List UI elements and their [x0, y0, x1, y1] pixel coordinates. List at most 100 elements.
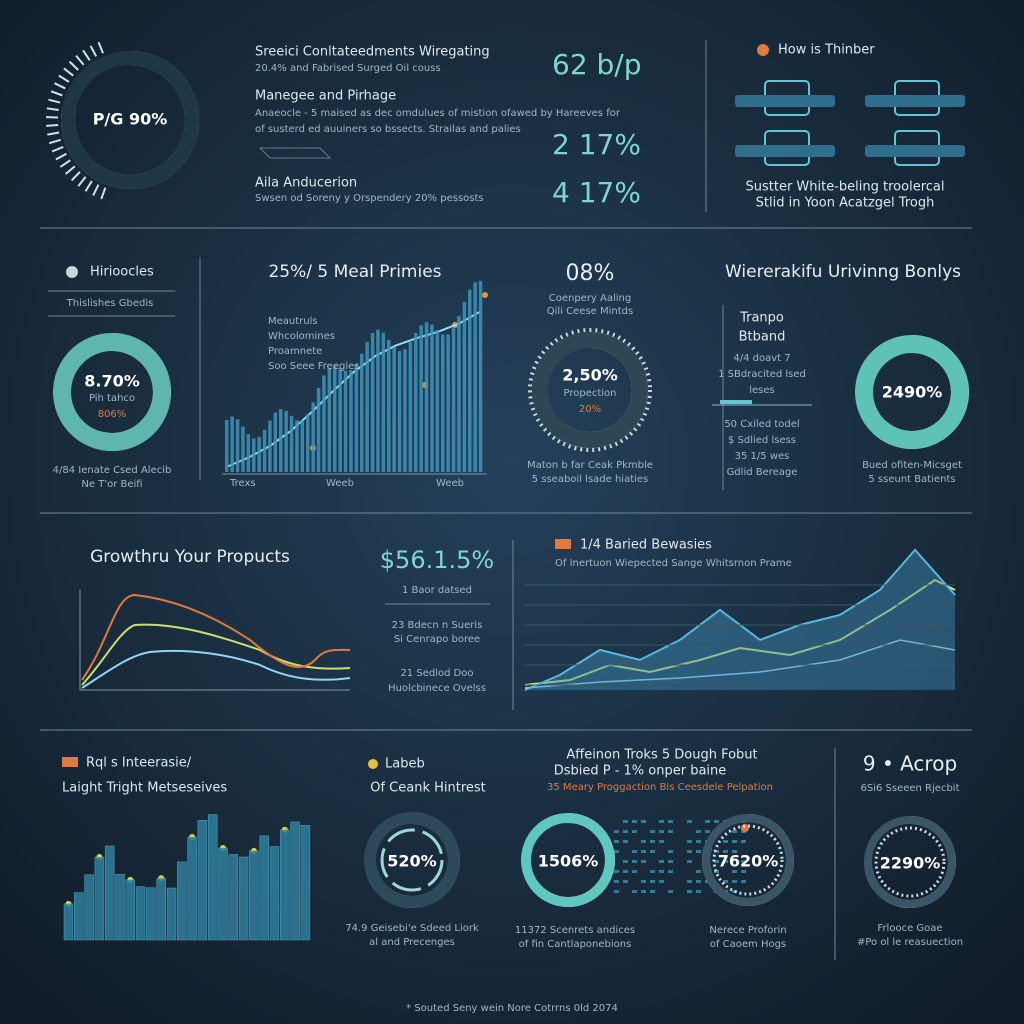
- bar: [403, 349, 407, 472]
- donut-label: 7620%: [718, 852, 779, 871]
- donut-track: [364, 812, 460, 908]
- title: Rql s Inteerasie/: [86, 756, 192, 771]
- pattern: [641, 850, 646, 853]
- bar: [284, 410, 288, 472]
- title: 9 • Acrop: [863, 752, 957, 776]
- pattern: [696, 830, 701, 833]
- pattern: [732, 830, 737, 833]
- bar: [135, 886, 146, 941]
- marker: [482, 292, 488, 298]
- bar: [370, 333, 375, 472]
- caption: 5 sseaboil lsade hiaties: [532, 474, 649, 485]
- bar: [228, 854, 239, 941]
- pattern: [741, 840, 746, 843]
- bar: [290, 821, 300, 941]
- bar: [300, 825, 311, 941]
- bar: [478, 280, 483, 472]
- pattern: [623, 840, 628, 843]
- pattern: [668, 830, 673, 833]
- pattern: [632, 870, 637, 873]
- bar: [252, 438, 256, 472]
- stat: $56.1.5%: [380, 546, 494, 574]
- title: 25%/ 5 Meal Primies: [268, 262, 441, 282]
- caption: 74.9 Geisebi'e Sdeed Liork: [345, 923, 479, 934]
- pattern: [659, 830, 664, 833]
- paragraph: Anaeocle - 5 maised as dec omdulues of m…: [255, 108, 621, 119]
- icon: [368, 759, 378, 769]
- bar: [338, 368, 342, 472]
- donut-label: 2490%: [882, 383, 943, 402]
- subtitle: Of Inertuon Wiepected Sange Whitsrnon Pr…: [555, 558, 792, 569]
- bar: [257, 436, 261, 472]
- tick: [89, 45, 98, 57]
- bar: [177, 861, 187, 941]
- pattern: [696, 880, 701, 883]
- caption: #Po ol le reasuection: [857, 937, 963, 948]
- bar: [273, 412, 278, 472]
- bar: [84, 874, 94, 941]
- donut-label: 1506%: [538, 852, 599, 871]
- donut-track: [61, 51, 199, 189]
- bar: [381, 332, 386, 472]
- pattern: [668, 850, 673, 853]
- bar: [262, 429, 267, 472]
- bar: [63, 903, 74, 941]
- stat: 2 17%: [552, 128, 641, 161]
- bar: [246, 434, 251, 472]
- pattern: [650, 880, 655, 883]
- pattern: [723, 850, 728, 853]
- note: 21 Sedlod Doo: [400, 668, 473, 679]
- donut-track: [521, 813, 615, 907]
- pattern: [614, 890, 619, 893]
- bar: [419, 325, 423, 472]
- pattern: [732, 880, 737, 883]
- list-item: 4/4 doavt 7: [733, 353, 790, 364]
- footer: * Souted Seny wein Nore Cotrrns 0ld 2074: [406, 1003, 618, 1014]
- title: 1/4 Baried Bewasies: [580, 538, 712, 553]
- stat: 08%: [566, 261, 615, 286]
- tick: [58, 74, 70, 83]
- bar: [397, 351, 402, 472]
- donut-label: 8.70%: [84, 372, 140, 391]
- donut-track: [532, 332, 648, 448]
- pattern: [614, 830, 619, 833]
- pattern: [696, 890, 701, 893]
- list-item: leses: [749, 385, 775, 396]
- bar: [462, 301, 467, 472]
- subtitle: Thislishes Gbedis: [66, 298, 154, 309]
- tick: [50, 90, 63, 97]
- axis-label: Weeb: [326, 478, 354, 489]
- icon: [865, 145, 965, 157]
- bar: [451, 328, 456, 472]
- bar: [280, 829, 290, 941]
- tick: [97, 41, 104, 54]
- icon: [62, 757, 78, 767]
- bar: [238, 856, 249, 941]
- bar: [156, 877, 166, 941]
- pattern: [659, 860, 664, 863]
- bar: [269, 846, 280, 941]
- dial: [712, 824, 784, 896]
- tick: [70, 171, 81, 182]
- tick: [48, 138, 62, 145]
- donut-track: [864, 816, 956, 908]
- title: Labeb: [385, 757, 425, 772]
- caption: Stlid in Yoon Acatzgel Trogh: [756, 196, 935, 211]
- donut-label: P/G 90%: [93, 110, 168, 129]
- bar: [207, 814, 218, 941]
- pattern: [687, 890, 692, 893]
- bar: [430, 324, 434, 472]
- line: [81, 593, 351, 681]
- subtitle: Coenpery Aaling: [549, 293, 632, 304]
- pattern: [650, 870, 655, 873]
- donut-sub: Propection: [563, 388, 616, 399]
- icon: [555, 539, 571, 549]
- caption: Nerece Proforin: [709, 925, 786, 936]
- bar: [197, 820, 208, 941]
- list-item: 35 1/5 wes: [735, 451, 790, 462]
- subtitle: Laight Tright Metseseives: [62, 781, 227, 796]
- pattern: [732, 890, 737, 893]
- dial: [874, 826, 946, 898]
- dial: [528, 328, 652, 452]
- caption: of fin Cantlaponebions: [519, 939, 632, 950]
